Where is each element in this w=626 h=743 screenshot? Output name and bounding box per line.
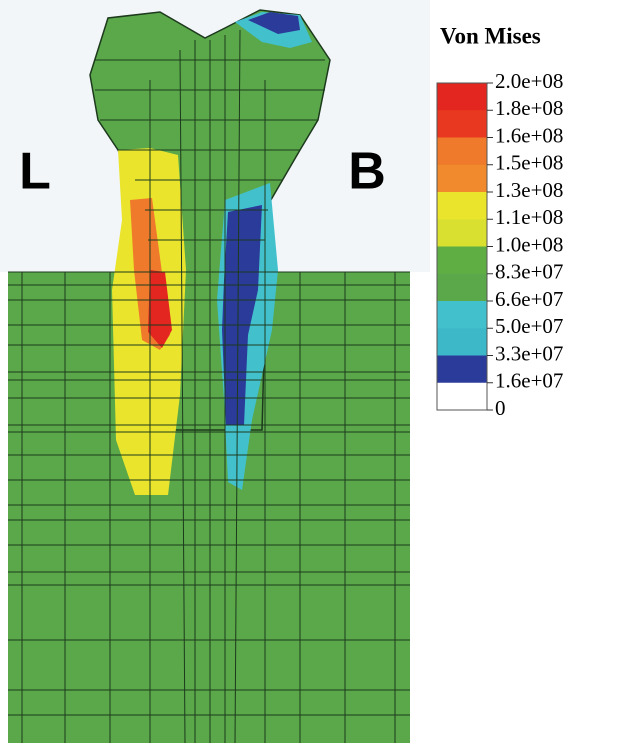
legend-swatch [437, 356, 487, 384]
legend-swatch [437, 219, 487, 247]
legend-swatch [437, 83, 487, 111]
legend-label: 2.0e+08 [495, 69, 563, 93]
side-label: L [19, 143, 51, 201]
legend-swatch [437, 247, 487, 275]
legend-swatch [437, 274, 487, 302]
legend-swatch [437, 110, 487, 138]
legend-swatch [437, 301, 487, 329]
legend-label: 8.3e+07 [495, 260, 563, 284]
legend-label: 3.3e+07 [495, 341, 563, 365]
legend: 2.0e+08 1.8e+08 1.6e+08 1.5e+08 1.3e+08 1.1e+… [437, 69, 563, 420]
figure: L B Von Mises 2.0e+08 1.8e+08 1.6e+08 1.5e+… [0, 0, 626, 743]
legend-label: 6.6e+07 [495, 287, 563, 311]
legend-label: 0 [495, 396, 506, 420]
legend-swatch [437, 165, 487, 193]
legend-label: 1.6e+07 [495, 369, 563, 393]
legend-label: 1.1e+08 [495, 205, 563, 229]
legend-label: 1.3e+08 [495, 178, 563, 202]
legend-swatch [437, 192, 487, 220]
legend-title: Von Mises [440, 23, 541, 48]
legend-swatch [437, 383, 487, 411]
legend-label: 1.0e+08 [495, 232, 563, 256]
legend-label: 1.6e+08 [495, 123, 563, 147]
legend-swatch [437, 328, 487, 356]
legend-label: 1.8e+08 [495, 96, 563, 120]
legend-label: 5.0e+07 [495, 314, 563, 338]
legend-swatch [437, 138, 487, 166]
side-label: B [348, 143, 386, 201]
page: {"labels": {"left": "L", "right": "B"}, … [0, 0, 626, 743]
legend-label: 1.5e+08 [495, 151, 563, 175]
